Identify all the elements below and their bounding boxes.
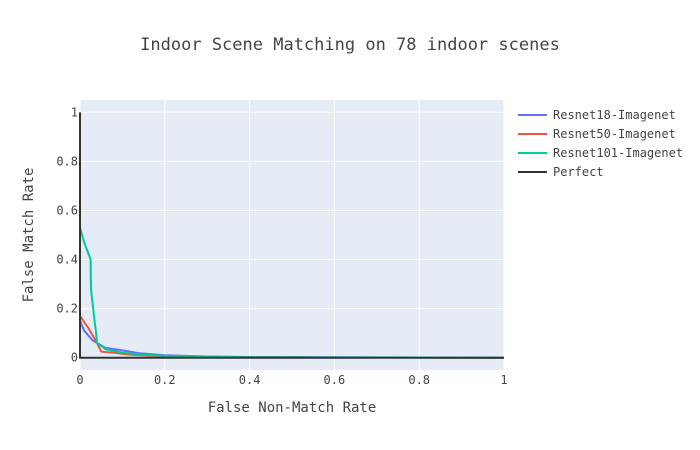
x-tick-label: 0 xyxy=(76,373,83,387)
x-tick-label: 0.8 xyxy=(408,373,430,387)
legend-label: Resnet18-Imagenet xyxy=(553,108,676,122)
x-tick-label: 0.4 xyxy=(239,373,261,387)
x-tick-label: 1 xyxy=(500,373,507,387)
x-axis-label: False Non-Match Rate xyxy=(208,400,377,416)
plot-background xyxy=(80,100,504,370)
y-tick-label: 0.2 xyxy=(56,302,78,316)
x-tick-label: 0.2 xyxy=(154,373,176,387)
chart-title: Indoor Scene Matching on 78 indoor scene… xyxy=(140,35,560,55)
y-axis-label: False Match Rate xyxy=(21,168,37,303)
legend-item-resnet18-imagenet[interactable]: Resnet18-Imagenet xyxy=(518,108,676,122)
legend[interactable]: Resnet18-Imagenet Resnet50-Imagenet Resnet… xyxy=(518,108,683,179)
legend-label: Perfect xyxy=(553,165,604,179)
y-tick-label: 0.6 xyxy=(56,203,78,217)
legend-item-resnet101-imagenet[interactable]: Resnet101-Imagenet xyxy=(518,146,683,160)
x-tick-label: 0.6 xyxy=(324,373,346,387)
legend-label: Resnet101-Imagenet xyxy=(553,146,683,160)
y-tick-label: 1 xyxy=(71,105,78,119)
legend-item-resnet50-imagenet[interactable]: Resnet50-Imagenet xyxy=(518,127,676,141)
legend-item-perfect[interactable]: Perfect xyxy=(518,165,604,179)
legend-label: Resnet50-Imagenet xyxy=(553,127,676,141)
y-tick-label: 0.8 xyxy=(56,154,78,168)
y-tick-label: 0 xyxy=(71,351,78,365)
series-line-perfect[interactable] xyxy=(79,112,504,359)
y-tick-label: 0.4 xyxy=(56,253,78,267)
axis-tick-labels: 0 0.2 0.4 0.6 0.8 1 0 0.2 0.4 0.6 0.8 1 xyxy=(56,105,507,387)
series-lines[interactable] xyxy=(79,112,505,359)
